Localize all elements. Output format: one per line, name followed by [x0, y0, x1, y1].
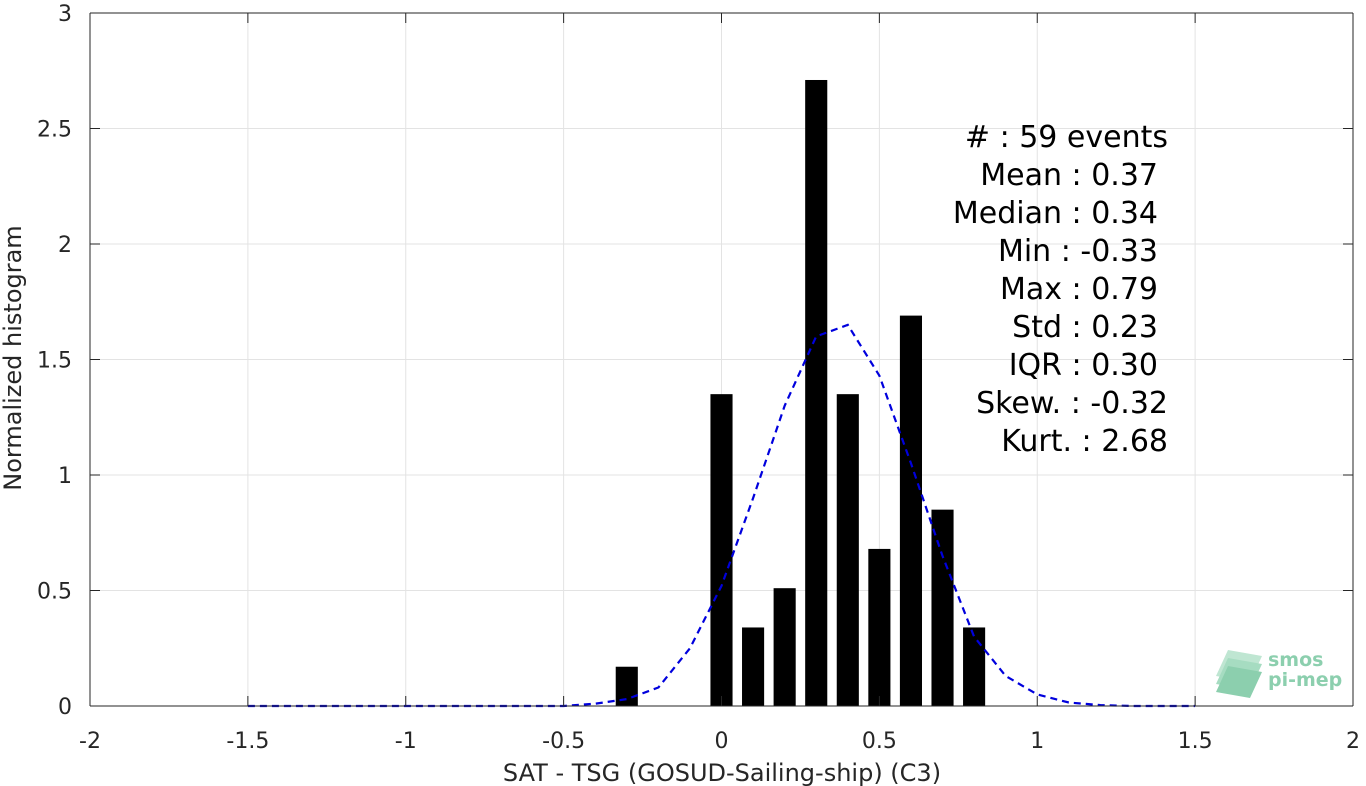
- y-tick-label: 0: [58, 695, 72, 720]
- x-tick-label: 1: [1030, 729, 1044, 754]
- stat-line: Std : 0.23: [1012, 310, 1158, 345]
- x-tick-label: -2: [79, 729, 101, 754]
- fit-curve: [247, 323, 1196, 708]
- x-tick-label: -0.5: [542, 729, 585, 754]
- stat-line: Kurt. : 2.68: [1001, 424, 1168, 459]
- y-tick-label: 0.5: [37, 580, 72, 605]
- stat-line: Min : -0.33: [998, 234, 1158, 269]
- x-tick-label: -1: [395, 729, 417, 754]
- stat-line: IQR : 0.30: [1009, 348, 1158, 383]
- stat-line: Skew. : -0.32: [976, 386, 1168, 421]
- logo-waves-icon: [1216, 650, 1262, 698]
- histogram-bar: [836, 394, 859, 706]
- stat-line: Max : 0.79: [1000, 272, 1158, 307]
- histogram-bar: [773, 588, 796, 706]
- x-tick-label: -1.5: [226, 729, 269, 754]
- y-axis-ticks: 0 0.5 1 1.5 2 2.5 3: [37, 2, 1353, 720]
- histogram-bar: [899, 315, 923, 706]
- logo-text-smos: smos: [1268, 649, 1323, 671]
- histogram-bar: [710, 394, 733, 706]
- histogram-bar: [742, 627, 765, 706]
- histogram-bar: [805, 79, 828, 707]
- x-tick-label: 0.5: [862, 729, 897, 754]
- x-axis-ticks: -2 -1.5 -1 -0.5 0 0.5 1 1.5 2: [79, 13, 1360, 754]
- y-tick-label: 2: [58, 233, 72, 258]
- histogram-bars: [615, 79, 986, 707]
- x-tick-label: 2: [1346, 729, 1360, 754]
- x-tick-label: 0: [715, 729, 729, 754]
- histogram-bar: [963, 627, 986, 706]
- histogram-bar: [931, 509, 954, 706]
- y-tick-label: 1.5: [37, 349, 72, 374]
- histogram-bar: [868, 548, 891, 706]
- smos-pi-mep-logo: smos pi-mep: [1216, 649, 1342, 698]
- x-tick-label: 1.5: [1178, 729, 1213, 754]
- y-tick-label: 3: [58, 2, 72, 27]
- y-axis-title: Normalized histogram: [0, 225, 27, 490]
- stat-line: Median : 0.34: [953, 196, 1158, 231]
- y-tick-label: 2.5: [37, 118, 72, 143]
- stat-line: Mean : 0.37: [980, 158, 1158, 193]
- y-tick-label: 1: [58, 464, 72, 489]
- logo-text-pimep: pi-mep: [1268, 669, 1342, 691]
- histogram-bar: [615, 666, 638, 706]
- x-axis-title: SAT - TSG (GOSUD-Sailing-ship) (C3): [503, 759, 941, 786]
- stat-line: # : 59 events: [965, 120, 1168, 155]
